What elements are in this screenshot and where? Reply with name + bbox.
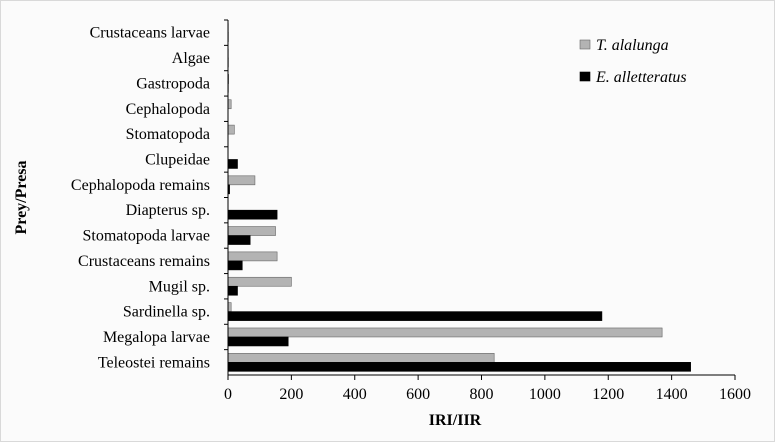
category-label: Algae (172, 50, 210, 67)
bar-e-alletteratus (227, 285, 238, 296)
bar-t-alalunga (227, 276, 292, 287)
x-tick-label: 200 (279, 386, 303, 403)
category-label: Teleostei remains (98, 354, 210, 371)
category-label: Megalopa larvae (103, 329, 210, 346)
category-label: Crustaceans remains (78, 253, 210, 270)
legend: T. alalunga E. alletteratus (579, 37, 687, 86)
x-tick-label: 600 (406, 386, 430, 403)
category-label: Clupeidae (145, 151, 210, 168)
bar-t-alalunga (227, 353, 495, 363)
x-tick-label: 1600 (719, 386, 751, 403)
bar-t-alalunga (227, 175, 256, 186)
bars-group (227, 23, 691, 372)
x-tick-label: 1400 (656, 386, 688, 403)
legend-label: T. alalunga (596, 37, 669, 54)
bar-e-alletteratus (227, 311, 603, 321)
y-axis-title: Prey/Presa (13, 160, 30, 234)
axes-group (224, 19, 736, 380)
bar-t-alalunga (227, 327, 663, 338)
bar-e-alletteratus (227, 235, 251, 245)
category-label: Cephalopoda (126, 101, 210, 118)
category-label: Gastropoda (136, 75, 210, 92)
bar-t-alalunga (227, 124, 235, 135)
bar-t-alalunga (227, 251, 278, 262)
legend-label: E. alletteratus (595, 69, 687, 86)
category-labels: Crustaceans larvae Algae Gastropoda Cephalo… (71, 25, 210, 372)
bar-e-alletteratus (227, 362, 691, 372)
category-label: Sardinella sp. (123, 304, 210, 321)
bar-e-alletteratus (227, 209, 278, 220)
legend-swatch (579, 71, 591, 82)
x-axis-title: IRI/IIR (429, 412, 482, 429)
bar-e-alletteratus (227, 260, 243, 271)
bar-e-alletteratus (227, 159, 238, 169)
category-label: Crustaceans larvae (90, 25, 210, 42)
x-tick-label: 800 (470, 386, 494, 403)
category-label: Stomatopoda larvae (82, 228, 210, 245)
category-label: Cephalopoda remains (71, 177, 210, 194)
category-label: Diapterus sp. (126, 202, 210, 219)
category-label: Stomatopoda (126, 126, 210, 143)
x-tick-label: 0 (224, 386, 232, 403)
x-tick-label: 1200 (592, 386, 624, 403)
x-tick-labels: 0 200 400 600 800 1000 1200 1400 1600 (224, 386, 751, 403)
bar-t-alalunga (227, 226, 276, 236)
category-label: Mugil sp. (149, 278, 210, 295)
x-tick-label: 1000 (529, 386, 561, 403)
x-tick-label: 400 (343, 386, 367, 403)
bar-e-alletteratus (227, 336, 289, 347)
legend-swatch (579, 39, 591, 50)
